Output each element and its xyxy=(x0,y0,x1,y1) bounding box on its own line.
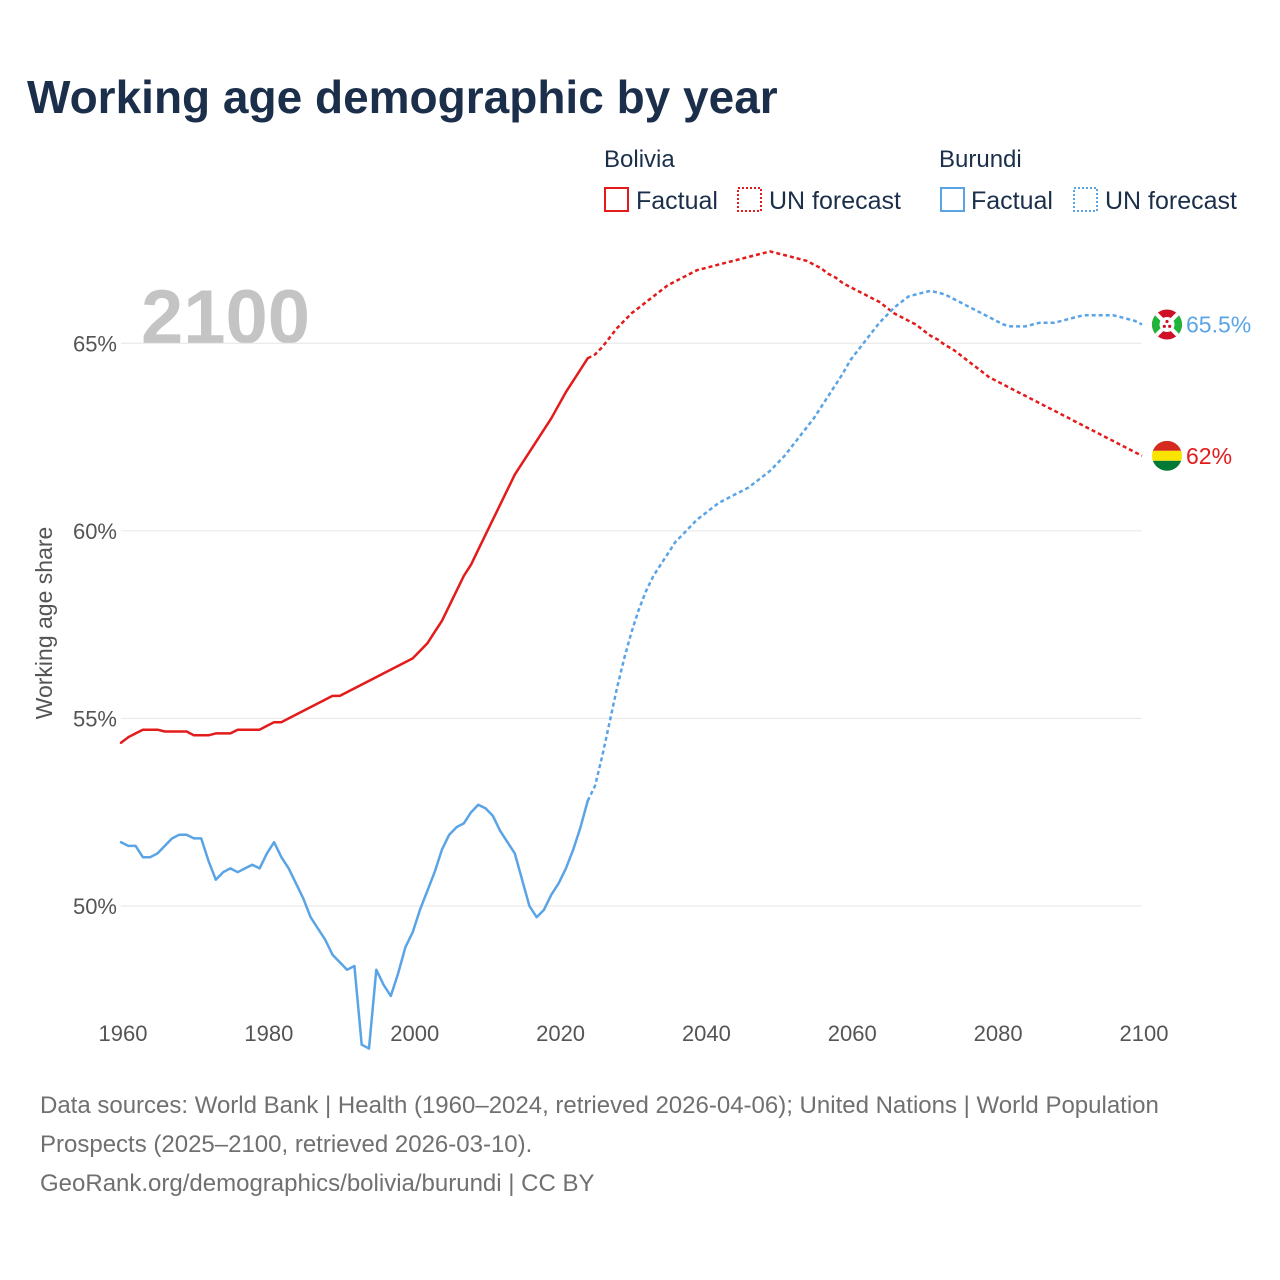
legend-label-bolivia-forecast[interactable]: UN forecast xyxy=(769,187,901,215)
end-value-label-burundi: 65.5% xyxy=(1186,312,1251,338)
footer: Data sources: World Bank | Health (1960–… xyxy=(40,1086,1220,1203)
x-tick-label: 1960 xyxy=(99,1021,148,1046)
legend-label-burundi-forecast[interactable]: UN forecast xyxy=(1105,187,1237,215)
series-layer xyxy=(119,250,1143,1050)
x-axis-ticks: 1960 1980 2000 2020 2040 2060 2080 2100 xyxy=(99,1021,1169,1046)
legend-swatch-burundi-forecast[interactable] xyxy=(1073,187,1098,212)
legend-swatch-burundi-factual[interactable] xyxy=(940,187,965,212)
x-tick-label: 1980 xyxy=(244,1021,293,1046)
legend: Bolivia Factual UN forecast Burundi Fact… xyxy=(604,146,1237,215)
x-tick-label: 2080 xyxy=(974,1021,1023,1046)
legend-label-bolivia-factual[interactable]: Factual xyxy=(636,187,718,215)
x-tick-label: 2060 xyxy=(828,1021,877,1046)
x-tick-label: 2100 xyxy=(1120,1021,1169,1046)
bolivia-flag-icon xyxy=(1152,440,1182,471)
credit-link[interactable]: GeoRank.org/demographics/bolivia/burundi… xyxy=(40,1170,595,1197)
legend-swatch-bolivia-forecast[interactable] xyxy=(737,187,762,212)
legend-label-burundi-factual[interactable]: Factual xyxy=(971,187,1053,215)
y-axis-ticks: 50% 55% 60% 65% xyxy=(73,331,117,919)
y-tick-label: 65% xyxy=(73,331,117,356)
data-sources-note: Data sources: World Bank | Health (1960–… xyxy=(40,1092,1159,1158)
y-tick-label: 55% xyxy=(73,706,117,731)
end-value-label-bolivia: 62% xyxy=(1186,443,1232,469)
burundi-flag-icon xyxy=(1152,309,1182,340)
series-line-bolivia-factual xyxy=(119,357,589,745)
y-axis-label: Working age share xyxy=(31,527,57,720)
legend-swatch-bolivia-factual[interactable] xyxy=(604,187,629,212)
gridlines xyxy=(121,342,1142,907)
y-tick-label: 50% xyxy=(73,894,117,919)
year-watermark: 2100 xyxy=(141,275,310,360)
x-tick-label: 2040 xyxy=(682,1021,731,1046)
series-line-bolivia-forecast xyxy=(587,250,1143,457)
series-line-burundi-factual xyxy=(119,799,589,1050)
legend-group-burundi: Burundi xyxy=(939,146,1022,173)
y-tick-label: 60% xyxy=(73,519,117,544)
end-markers: 62% 65.5% xyxy=(1152,309,1251,471)
series-line-burundi-forecast xyxy=(586,289,1143,802)
chart-title: Working age demographic by year xyxy=(27,71,778,123)
chart-canvas: Working age demographic by year Bolivia … xyxy=(27,71,1251,1050)
x-tick-label: 2000 xyxy=(390,1021,439,1046)
legend-group-bolivia: Bolivia xyxy=(604,146,675,173)
x-tick-label: 2020 xyxy=(536,1021,585,1046)
